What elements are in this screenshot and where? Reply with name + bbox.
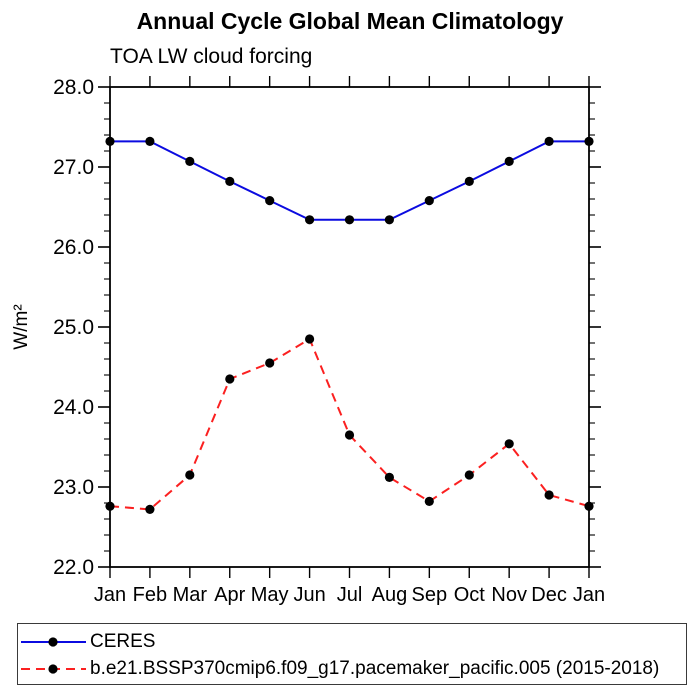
legend-marker-dot-icon [48, 636, 58, 647]
y-tick-label: 23.0 [53, 476, 94, 499]
series-marker-0 [384, 215, 394, 225]
legend: CERES b.e21.BSSP370cmip6.f09_g17.pacemak… [17, 623, 687, 685]
series-marker-0 [424, 196, 434, 206]
y-tick-label: 28.0 [53, 76, 94, 99]
y-tick-label: 24.0 [53, 396, 94, 419]
series-marker-1 [424, 496, 434, 506]
x-tick-label: May [251, 584, 289, 606]
x-tick-label: Jan [94, 584, 126, 606]
y-tick-label: 27.0 [53, 156, 94, 179]
y-tick-label: 22.0 [53, 556, 94, 579]
series-marker-1 [225, 374, 235, 384]
series-marker-1 [265, 358, 275, 368]
x-tick-label: Feb [133, 584, 167, 606]
series-marker-0 [225, 176, 235, 186]
x-tick-label: Jun [293, 584, 325, 606]
x-tick-label: Oct [454, 584, 486, 606]
series-marker-1 [384, 472, 394, 482]
legend-item-ceres: CERES [20, 628, 686, 655]
series-marker-1 [504, 439, 514, 449]
x-tick-label: Sep [412, 584, 448, 606]
series-marker-1 [105, 501, 115, 511]
series-marker-1 [584, 501, 594, 511]
legend-label-model: b.e21.BSSP370cmip6.f09_g17.pacemaker_pac… [90, 657, 660, 679]
x-tick-label: Nov [491, 584, 527, 606]
series-marker-0 [105, 136, 115, 146]
series-line-1 [109, 337, 590, 511]
x-tick-label: Jan [573, 584, 605, 606]
series-marker-1 [305, 334, 315, 344]
series-marker-0 [145, 136, 155, 146]
y-tick-label: 25.0 [53, 316, 94, 339]
legend-line-sample-solid [21, 636, 86, 647]
legend-label-ceres: CERES [90, 630, 156, 652]
x-tick-label: Dec [531, 584, 567, 606]
legend-marker-dot-icon [48, 663, 58, 674]
series-marker-0 [584, 136, 594, 146]
plot-area: W/m² Jan Feb Mar Apr May Jun Jul Aug Sep Oct Nov De… [11, 76, 605, 606]
series-marker-1 [145, 504, 155, 514]
series-marker-0 [185, 156, 195, 166]
series-marker-1 [344, 430, 355, 440]
legend-item-model: b.e21.BSSP370cmip6.f09_g17.pacemaker_pac… [20, 655, 686, 682]
series-marker-1 [464, 470, 474, 480]
plot-border [109, 86, 590, 568]
x-tick-label: Mar [173, 584, 208, 606]
series-marker-0 [344, 215, 355, 225]
chart-subtitle: TOA LW cloud forcing [110, 45, 313, 68]
series-marker-1 [544, 490, 554, 500]
y-tick-label: 26.0 [53, 236, 94, 259]
chart-title: Annual Cycle Global Mean Climatology [136, 8, 564, 34]
series-marker-0 [464, 176, 474, 186]
series-marker-0 [504, 156, 514, 166]
y-axis-title: W/m² [11, 304, 32, 349]
series-marker-1 [185, 470, 195, 480]
x-tick-label: Apr [214, 584, 245, 606]
series-line-0 [110, 140, 589, 221]
series-marker-0 [544, 136, 554, 146]
series-marker-0 [265, 196, 275, 206]
series-marker-0 [305, 215, 315, 225]
legend-line-sample-dashed [21, 663, 86, 674]
x-tick-label: Aug [372, 584, 408, 606]
x-tick-label: Jul [337, 584, 363, 606]
